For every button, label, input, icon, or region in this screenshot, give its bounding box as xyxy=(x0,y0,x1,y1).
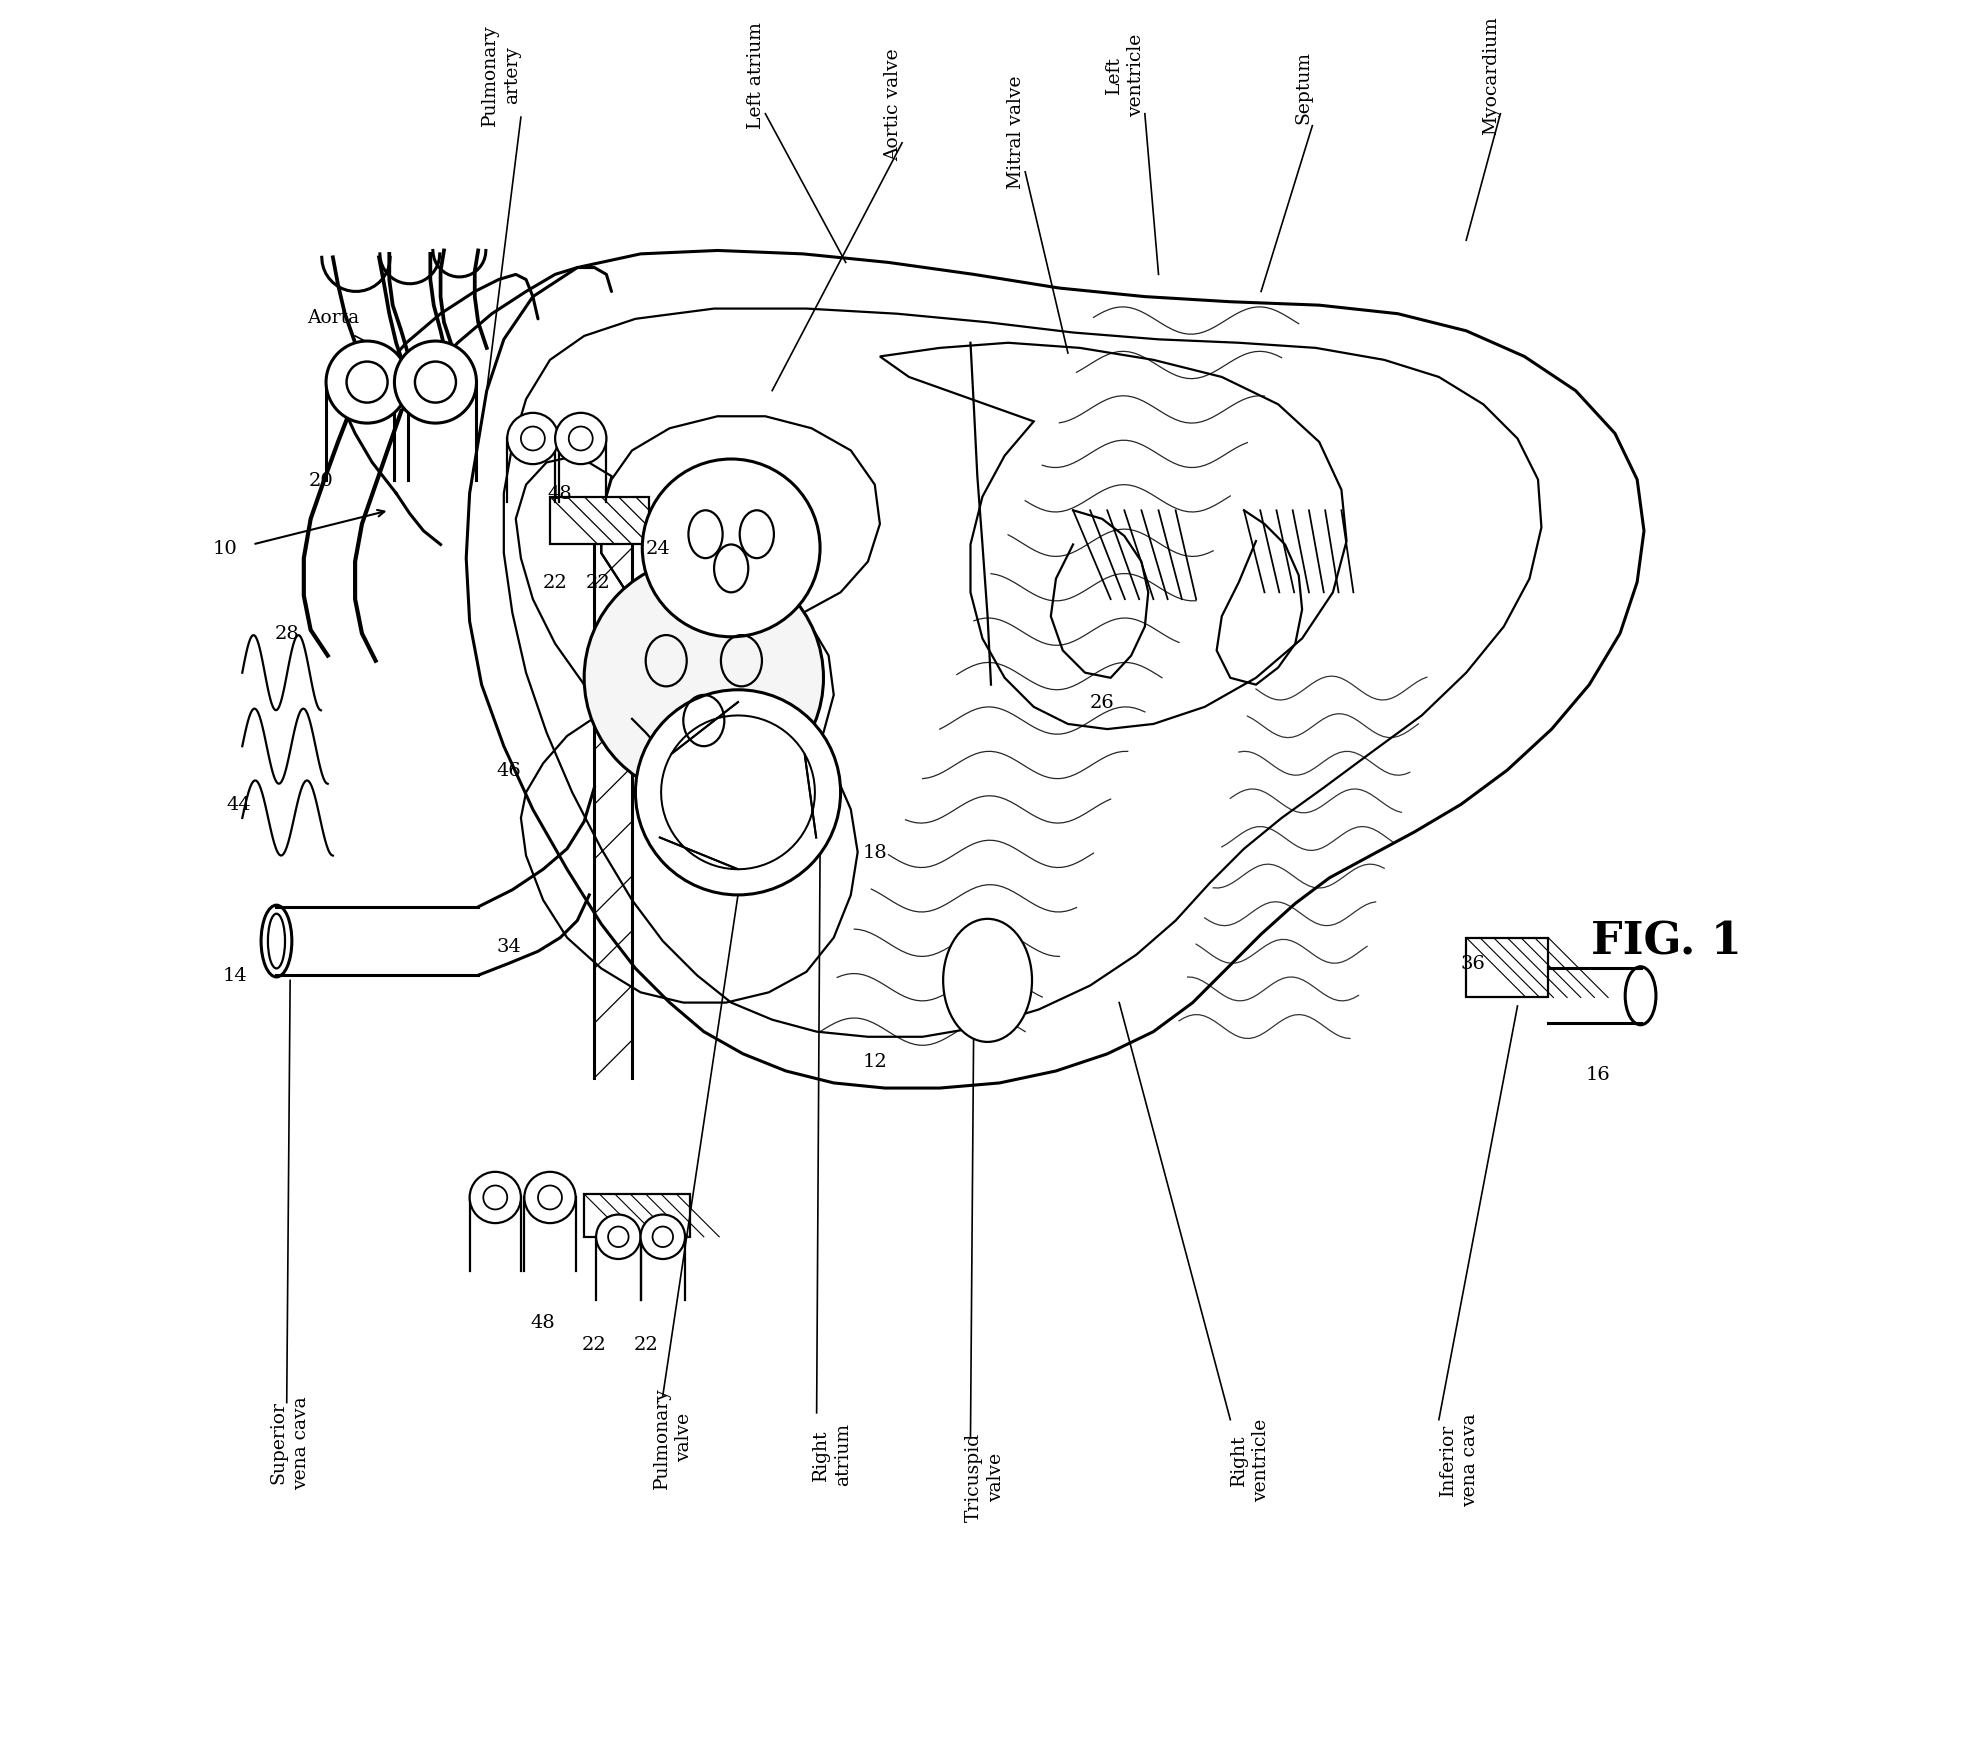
Text: Septum: Septum xyxy=(1294,51,1312,124)
Text: Superior
vena cava: Superior vena cava xyxy=(270,1395,309,1489)
Text: 44: 44 xyxy=(226,795,252,815)
Text: Right
ventricle: Right ventricle xyxy=(1231,1418,1270,1502)
Circle shape xyxy=(636,690,840,895)
Circle shape xyxy=(597,1215,640,1259)
Bar xyxy=(1467,939,1548,998)
Circle shape xyxy=(585,559,823,799)
Text: 48: 48 xyxy=(531,1313,555,1332)
Text: 36: 36 xyxy=(1461,954,1485,972)
Circle shape xyxy=(642,460,821,638)
Text: 16: 16 xyxy=(1586,1066,1609,1084)
Text: 22: 22 xyxy=(543,573,567,593)
Text: 22: 22 xyxy=(585,573,610,593)
Text: 28: 28 xyxy=(274,626,299,643)
Text: 14: 14 xyxy=(224,967,248,984)
Text: Tricuspid
valve: Tricuspid valve xyxy=(965,1432,1005,1521)
Circle shape xyxy=(525,1173,575,1224)
Text: Right
atrium: Right atrium xyxy=(811,1423,852,1486)
Text: 48: 48 xyxy=(547,484,573,503)
Ellipse shape xyxy=(943,919,1033,1042)
Text: 34: 34 xyxy=(497,937,521,956)
Text: Left
ventricle: Left ventricle xyxy=(1104,33,1146,117)
Text: Pulmonary
artery: Pulmonary artery xyxy=(482,24,521,126)
Text: FIG. 1: FIG. 1 xyxy=(1592,919,1742,963)
Circle shape xyxy=(470,1173,521,1224)
Text: Pulmonary
valve: Pulmonary valve xyxy=(652,1386,694,1488)
Text: Myocardium: Myocardium xyxy=(1483,16,1500,135)
Text: 22: 22 xyxy=(583,1335,606,1353)
Bar xyxy=(585,1194,690,1238)
Circle shape xyxy=(555,414,606,465)
Text: 24: 24 xyxy=(646,540,670,558)
Circle shape xyxy=(507,414,559,465)
Text: 18: 18 xyxy=(862,844,888,862)
Bar xyxy=(549,498,650,545)
Text: 20: 20 xyxy=(309,472,333,489)
Text: Inferior
vena cava: Inferior vena cava xyxy=(1439,1412,1479,1507)
Text: 12: 12 xyxy=(862,1052,888,1070)
Text: Left atrium: Left atrium xyxy=(747,23,765,129)
Text: Mitral valve: Mitral valve xyxy=(1007,75,1025,189)
Text: 10: 10 xyxy=(212,540,238,558)
Circle shape xyxy=(394,343,476,423)
Text: Aortic valve: Aortic valve xyxy=(884,49,902,161)
Circle shape xyxy=(640,1215,686,1259)
Text: Aorta: Aorta xyxy=(307,308,359,327)
Text: 22: 22 xyxy=(634,1335,658,1353)
Text: 26: 26 xyxy=(1090,694,1114,711)
Text: 46: 46 xyxy=(497,762,521,780)
Circle shape xyxy=(327,343,408,423)
